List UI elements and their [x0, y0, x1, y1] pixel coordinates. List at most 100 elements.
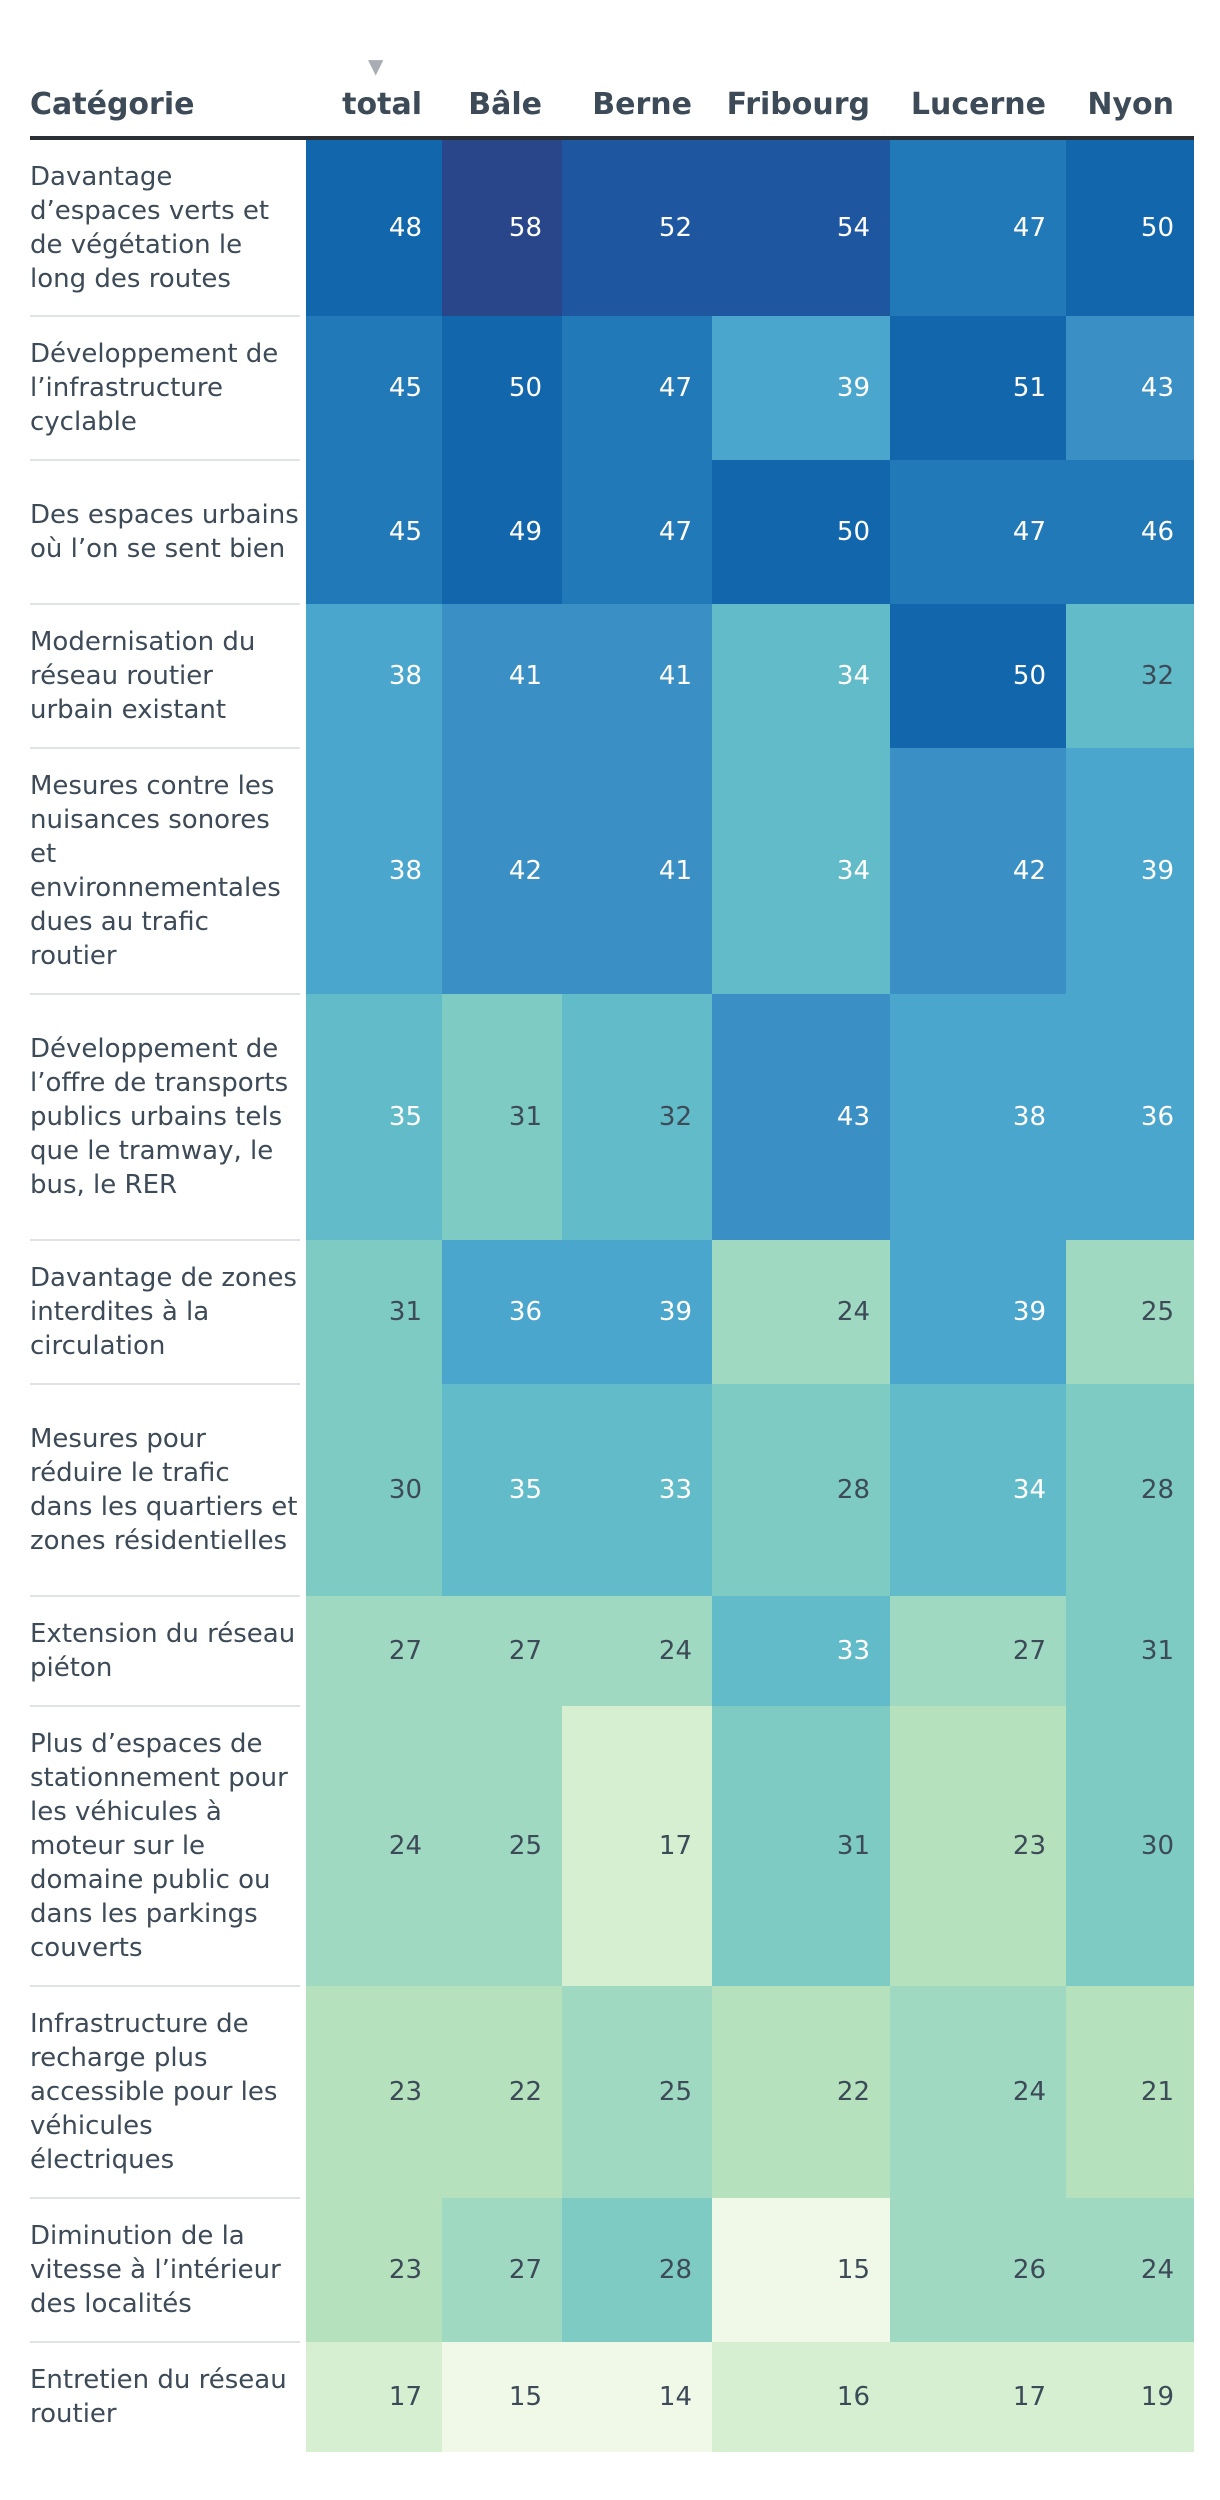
heatmap-cell: 25 [1066, 1240, 1194, 1384]
row-label: Développement de l’offre de transports p… [30, 1034, 289, 1200]
heatmap-cell: 24 [890, 1986, 1066, 2198]
table-row: Mesures pour réduire le trafic dans les … [30, 1384, 1194, 1597]
table-row: Davantage de zones interdites à la circu… [30, 1240, 1194, 1385]
table-header: Catégorie ▼ total Bâle Berne Fribourg Lu… [30, 40, 1194, 140]
heatmap-cell: 23 [306, 1986, 442, 2198]
row-label: Davantage d’espaces verts et de végétati… [30, 162, 270, 294]
heatmap-cell: 50 [442, 316, 562, 460]
heatmap-cell: 42 [890, 748, 1066, 994]
heatmap-cell: 49 [442, 460, 562, 604]
heatmap-cell: 50 [890, 604, 1066, 748]
heatmap-cell: 47 [562, 460, 712, 604]
heatmap-cell: 58 [442, 140, 562, 316]
heatmap-cell: 21 [1066, 1986, 1194, 2198]
heatmap-cell: 38 [890, 994, 1066, 1240]
heatmap-cell: 39 [562, 1240, 712, 1384]
row-label: Modernisation du réseau routier urbain e… [30, 627, 256, 725]
heatmap-cell: 47 [890, 140, 1066, 316]
heatmap-cell: 38 [306, 748, 442, 994]
heatmap-cell: 35 [306, 994, 442, 1240]
table-row: Davantage d’espaces verts et de végétati… [30, 140, 1194, 317]
row-divider [30, 459, 300, 461]
column-header-fribourg[interactable]: Fribourg [726, 87, 870, 122]
heatmap-cell: 51 [890, 316, 1066, 460]
table-row: Modernisation du réseau routier urbain e… [30, 604, 1194, 749]
row-label: Davantage de zones interdites à la circu… [30, 1263, 297, 1361]
row-label: Mesures contre les nuisances sonores et … [30, 771, 281, 971]
heatmap-cell: 35 [442, 1384, 562, 1596]
heatmap-cell: 15 [442, 2342, 562, 2452]
heatmap-cell: 30 [1066, 1706, 1194, 1986]
heatmap-cell: 41 [442, 604, 562, 748]
heatmap-cell: 54 [712, 140, 890, 316]
heatmap-cell: 39 [1066, 748, 1194, 994]
column-header-total[interactable]: total [342, 87, 422, 122]
heatmap-cell: 33 [712, 1596, 890, 1706]
heatmap-cell: 24 [1066, 2198, 1194, 2342]
row-divider [30, 315, 300, 317]
row-divider [30, 993, 300, 995]
row-label: Mesures pour réduire le trafic dans les … [30, 1424, 298, 1556]
heatmap-cell: 39 [712, 316, 890, 460]
heatmap-cell: 27 [890, 1596, 1066, 1706]
column-header-category[interactable]: Catégorie [30, 87, 195, 122]
heatmap-cell: 31 [306, 1240, 442, 1384]
heatmap-cell: 16 [712, 2342, 890, 2452]
row-label: Plus d’espaces de stationnement pour les… [30, 1729, 288, 1963]
heatmap-cell: 34 [712, 748, 890, 994]
table-row: Infrastructure de recharge plus accessib… [30, 1986, 1194, 2199]
table-row: Mesures contre les nuisances sonores et … [30, 748, 1194, 995]
row-label: Développement de l’infrastructure cyclab… [30, 339, 279, 437]
heatmap-cell: 48 [306, 140, 442, 316]
table-row: Entretien du réseau routier 17 15 14 16 17 19 [30, 2342, 1194, 2452]
column-header-berne[interactable]: Berne [592, 87, 692, 122]
heatmap-cell: 38 [306, 604, 442, 748]
row-divider [30, 2197, 300, 2199]
column-header-bale[interactable]: Bâle [468, 87, 542, 122]
row-label: Extension du réseau piéton [30, 1619, 296, 1683]
heatmap-cell: 27 [306, 1596, 442, 1706]
heatmap-cell: 36 [1066, 994, 1194, 1240]
heatmap-cell: 27 [442, 2198, 562, 2342]
column-header-nyon[interactable]: Nyon [1087, 87, 1174, 122]
heatmap-cell: 30 [306, 1384, 442, 1596]
heatmap-cell: 34 [712, 604, 890, 748]
heatmap-cell: 41 [562, 748, 712, 994]
heatmap-cell: 36 [442, 1240, 562, 1384]
heatmap-cell: 39 [890, 1240, 1066, 1384]
heatmap-cell: 14 [562, 2342, 712, 2452]
heatmap-cell: 50 [1066, 140, 1194, 316]
heatmap-cell: 22 [442, 1986, 562, 2198]
heatmap-cell: 31 [442, 994, 562, 1240]
heatmap-cell: 45 [306, 460, 442, 604]
heatmap-cell: 34 [890, 1384, 1066, 1596]
heatmap-cell: 17 [306, 2342, 442, 2452]
row-divider [30, 603, 300, 605]
heatmap-cell: 15 [712, 2198, 890, 2342]
heatmap-cell: 24 [562, 1596, 712, 1706]
heatmap-cell: 45 [306, 316, 442, 460]
table-row: Diminution de la vitesse à l’intérieur d… [30, 2198, 1194, 2343]
heatmap-cell: 43 [1066, 316, 1194, 460]
row-divider [30, 1595, 300, 1597]
heatmap-cell: 47 [890, 460, 1066, 604]
column-header-lucerne[interactable]: Lucerne [910, 87, 1046, 122]
heatmap-cell: 42 [442, 748, 562, 994]
table-row: Plus d’espaces de stationnement pour les… [30, 1706, 1194, 1987]
table-row: Extension du réseau piéton 27 27 24 33 27 31 [30, 1596, 1194, 1707]
heatmap-cell: 19 [1066, 2342, 1194, 2452]
heatmap-cell: 46 [1066, 460, 1194, 604]
heatmap-cell: 25 [442, 1706, 562, 1986]
heatmap-cell: 47 [562, 316, 712, 460]
heatmap-cell: 32 [562, 994, 712, 1240]
row-divider [30, 1705, 300, 1707]
heatmap-cell: 31 [1066, 1596, 1194, 1706]
heatmap-cell: 41 [562, 604, 712, 748]
row-label: Diminution de la vitesse à l’intérieur d… [30, 2221, 281, 2319]
row-divider [30, 1383, 300, 1385]
table-row: Développement de l’infrastructure cyclab… [30, 316, 1194, 461]
triangle-down-icon[interactable]: ▼ [368, 54, 384, 78]
heatmap-cell: 28 [1066, 1384, 1194, 1596]
heatmap-cell: 26 [890, 2198, 1066, 2342]
heatmap-cell: 33 [562, 1384, 712, 1596]
